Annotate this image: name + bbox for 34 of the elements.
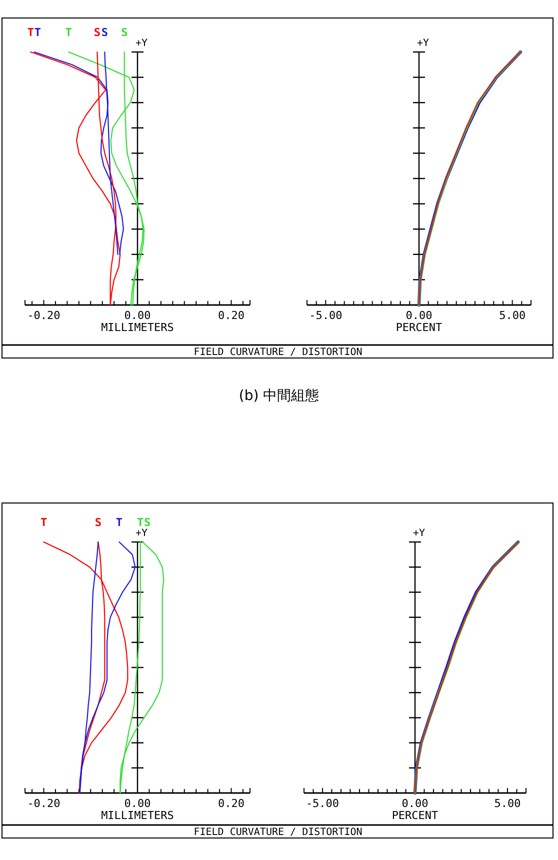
- text: (b) 中間組態: [238, 388, 320, 404]
- y-axis-title: +Y: [135, 528, 148, 539]
- y-axis-title: +Y: [416, 38, 430, 49]
- x-tick-label: 5.00: [494, 797, 521, 810]
- x-tick-label: -0.20: [27, 309, 60, 322]
- series-label: T: [27, 26, 34, 39]
- x-axis-title: PERCENT: [392, 809, 439, 822]
- series-label: S: [121, 26, 128, 39]
- series-label: S: [94, 26, 100, 39]
- x-axis-title: MILLIMETERS: [101, 321, 174, 334]
- series-label: S: [144, 516, 151, 529]
- x-tick-label: -5.00: [306, 797, 340, 810]
- x-tick-label: 5.00: [499, 309, 526, 322]
- x-axis-title: PERCENT: [396, 321, 443, 334]
- x-tick-label: 0.00: [124, 797, 151, 810]
- x-tick-label: 0.20: [218, 309, 244, 322]
- x-tick-label: 0.00: [406, 309, 432, 322]
- series-label: T: [40, 516, 48, 529]
- y-axis-title: +Y: [412, 528, 426, 539]
- series-label: T: [137, 516, 144, 529]
- y-axis-title: +Y: [135, 38, 148, 49]
- x-tick-label: 0.00: [402, 797, 428, 810]
- x-tick-label: -5.00: [309, 309, 342, 322]
- x-tick-label: 0.20: [218, 797, 244, 810]
- text: FIELD CURVATURE / DISTORTION: [194, 347, 362, 358]
- series-label: T: [65, 26, 72, 39]
- series-label: T: [116, 516, 123, 529]
- series-label: S: [94, 516, 102, 529]
- series-label: T: [34, 26, 42, 39]
- x-tick-label: -0.20: [27, 797, 60, 810]
- text: FIELD CURVATURE / DISTORTION: [194, 827, 362, 838]
- x-axis-title: MILLIMETERS: [101, 809, 174, 822]
- x-tick-label: 0.00: [124, 309, 151, 322]
- series-label: S: [101, 26, 108, 39]
